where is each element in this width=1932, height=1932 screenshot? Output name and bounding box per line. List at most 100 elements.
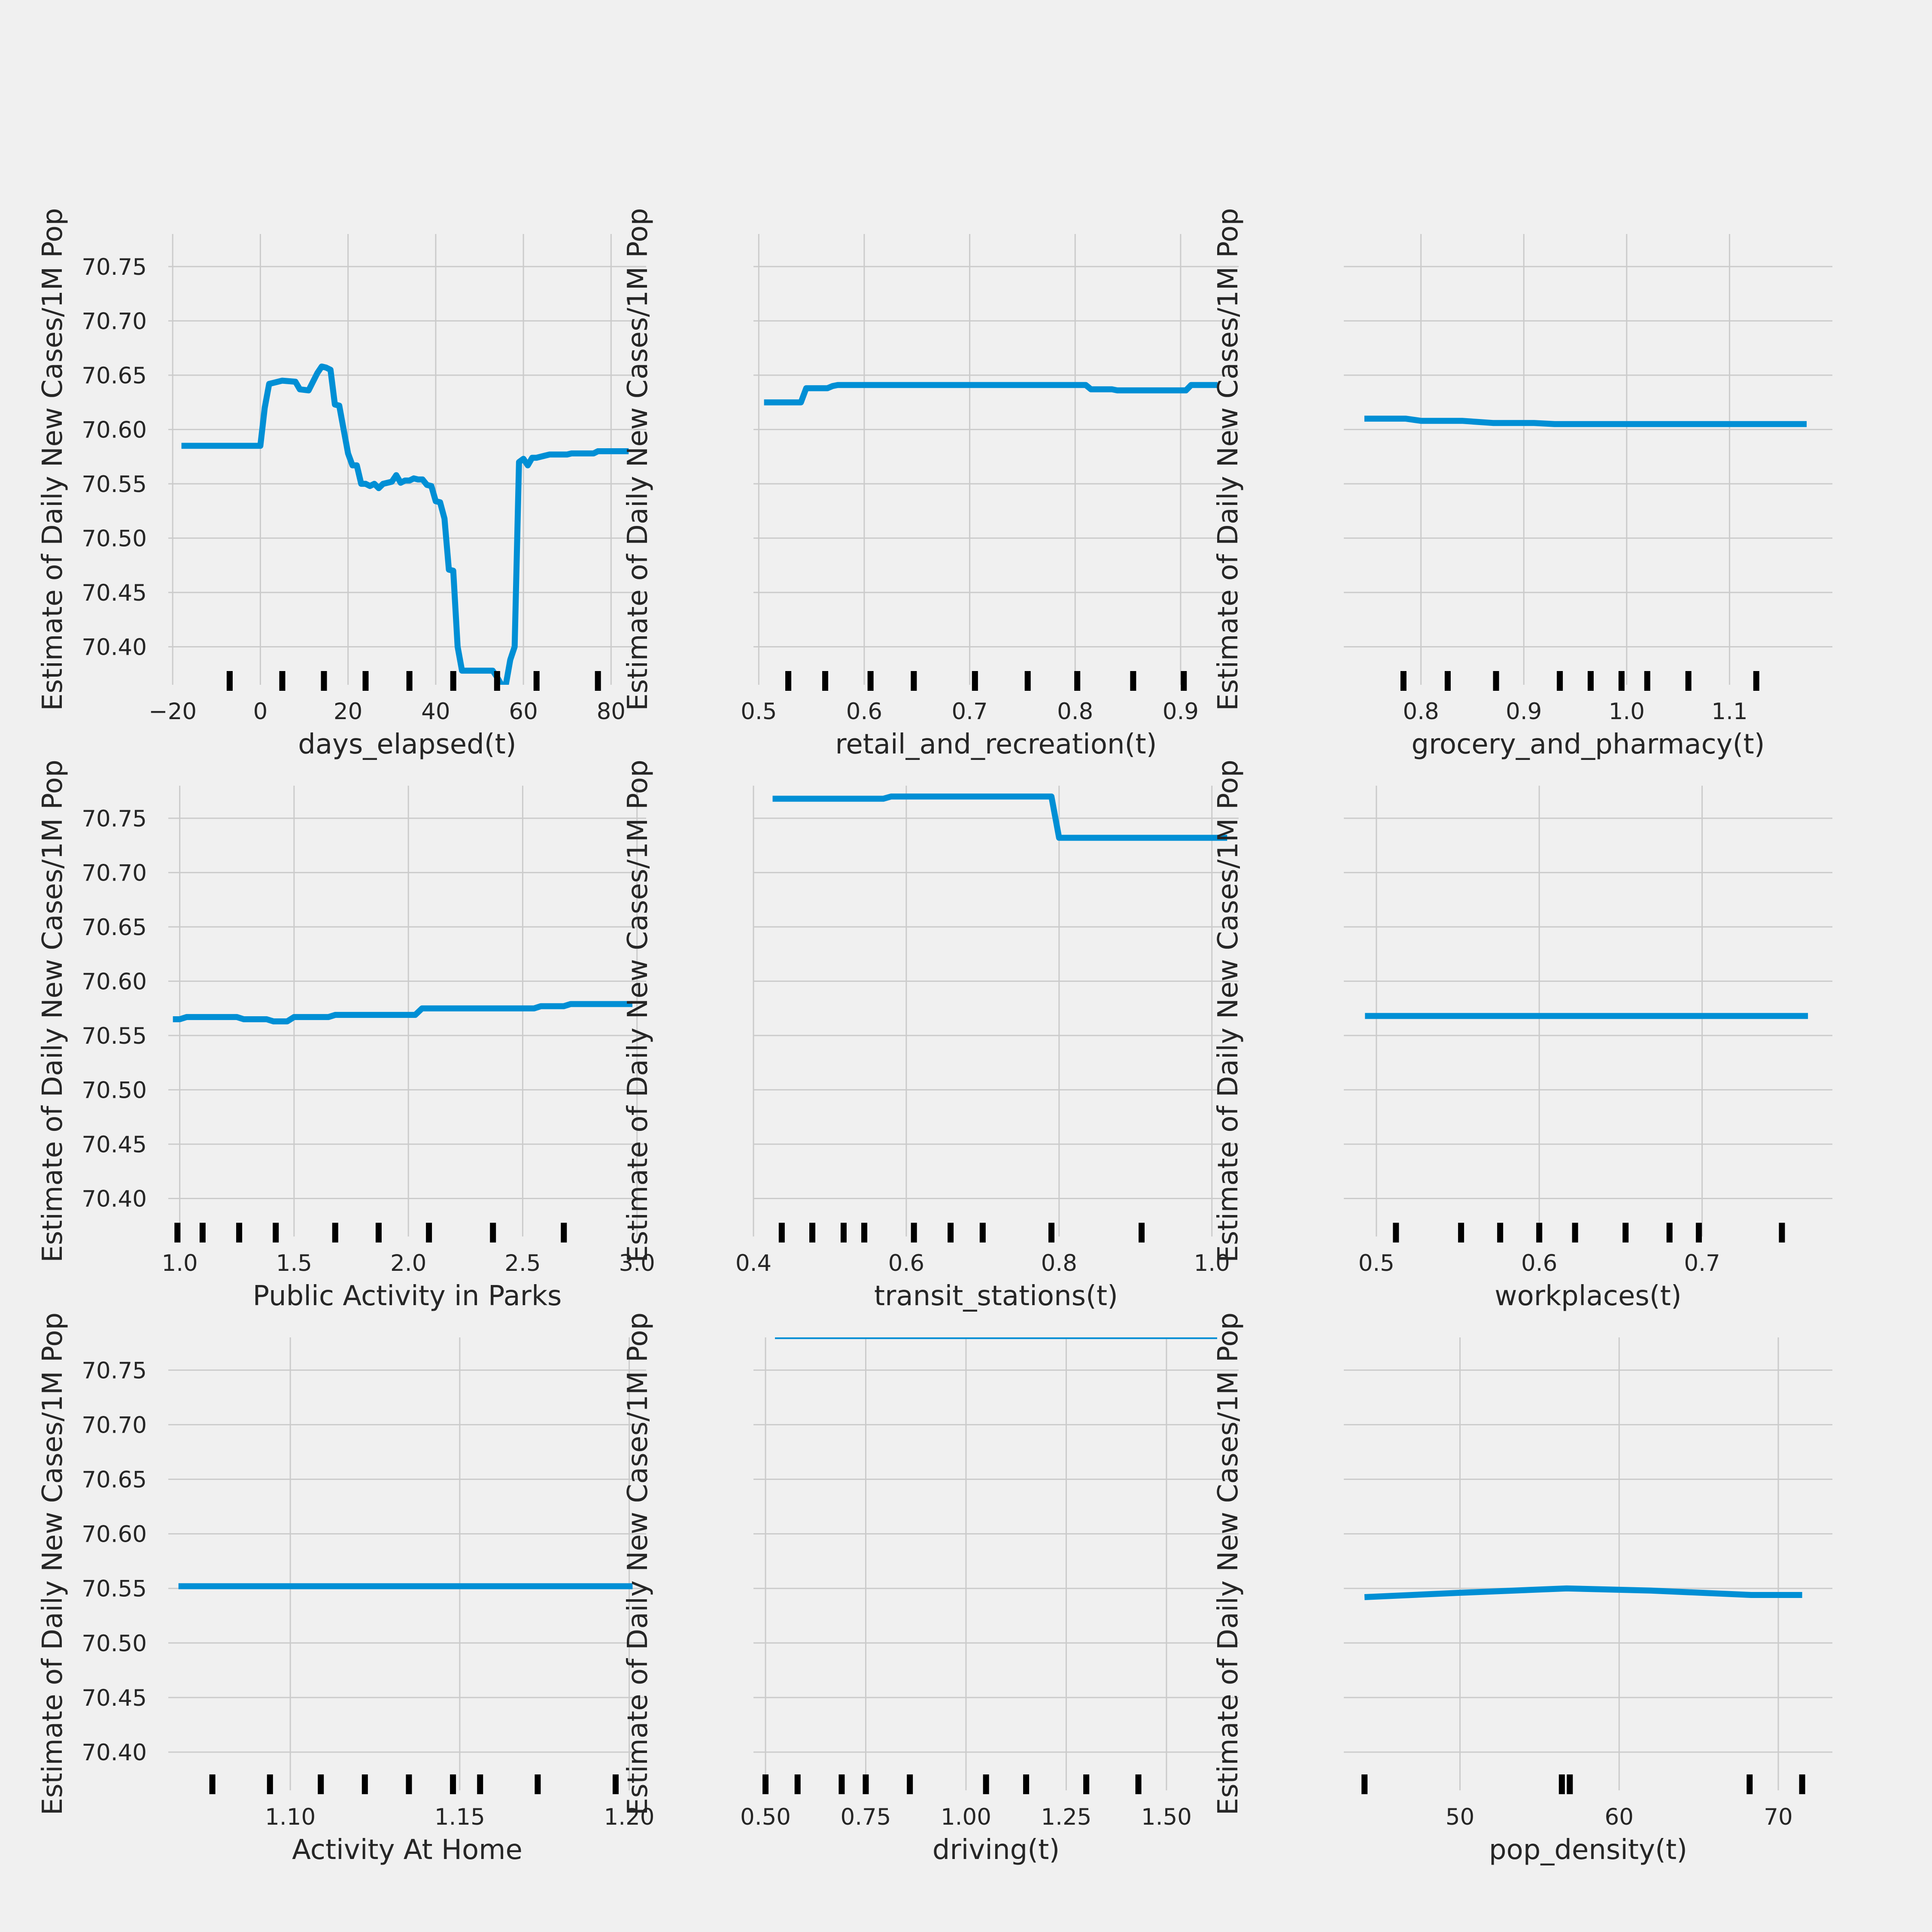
rug-tick: [911, 1223, 917, 1242]
partial-dependence-line: [1364, 1585, 1802, 1600]
partial-dependence-line: [764, 382, 1218, 406]
rug-tick: [321, 671, 327, 691]
x-tick-label: 0.8: [1041, 1250, 1077, 1276]
y-tick-label: 70.65: [82, 1467, 147, 1493]
y-tick-label: 70.50: [82, 1631, 147, 1657]
partial-dependence-line: [1364, 416, 1807, 427]
x-tick-label: −20: [149, 699, 197, 725]
x-tick-label: 0.9: [1163, 699, 1199, 725]
x-tick-label: 1.1: [1711, 699, 1747, 725]
y-tick-label: 70.55: [82, 1023, 147, 1049]
y-tick-label: 70.60: [82, 969, 147, 995]
rug-tick: [1181, 671, 1187, 691]
rug-tick: [1799, 1774, 1805, 1794]
y-axis-label: Estimate of Daily New Cases/1M Pop: [1212, 759, 1244, 1262]
x-tick-label: 0.7: [1684, 1250, 1720, 1276]
rug-tick: [226, 671, 233, 691]
rug-tick: [174, 1223, 181, 1242]
rug-tick: [762, 1774, 769, 1794]
rug-tick: [1024, 671, 1031, 691]
rug-tick: [861, 1223, 868, 1242]
x-tick-label: 60: [509, 699, 538, 725]
rug-tick: [332, 1223, 338, 1242]
rug-tick: [1567, 1774, 1573, 1794]
y-tick-label: 70.45: [82, 1132, 147, 1158]
subplot-7: 70.40 70.45 70.50 70.55 70.60 70.65 70.70 70.75…: [37, 1312, 655, 1866]
y-tick-label: 70.75: [82, 806, 147, 832]
y-tick-label: 70.45: [82, 580, 147, 606]
y-tick-label: 70.65: [82, 914, 147, 941]
y-axis-label: Estimate of Daily New Cases/1M Pop: [37, 759, 69, 1262]
rug-tick: [535, 1774, 541, 1794]
x-tick-label: 1.20: [604, 1804, 655, 1830]
rug-tick: [1587, 671, 1594, 691]
rug-tick: [450, 671, 456, 691]
y-tick-label: 70.55: [82, 1576, 147, 1602]
rug-tick: [1618, 671, 1625, 691]
y-axis-label: Estimate of Daily New Cases/1M Pop: [37, 208, 69, 711]
y-tick-label: 70.50: [82, 1077, 147, 1103]
rug-tick: [1048, 1223, 1055, 1242]
partial-dependence-line: [181, 363, 629, 685]
rug-tick: [375, 1223, 382, 1242]
y-axis-label: Estimate of Daily New Cases/1M Pop: [622, 1312, 654, 1815]
rug-tick: [1666, 1223, 1673, 1242]
x-tick-label: 3.0: [619, 1250, 655, 1276]
y-tick-label: 70.70: [82, 860, 147, 886]
rug-tick: [318, 1774, 324, 1794]
x-axis-label: workplaces(t): [1495, 1280, 1681, 1312]
rug-tick: [236, 1223, 243, 1242]
rug-tick: [199, 1223, 206, 1242]
rug-tick: [979, 1223, 986, 1242]
x-tick-label: 0.8: [1057, 699, 1093, 725]
x-tick-label: 0.6: [846, 699, 882, 725]
x-axis-label: driving(t): [933, 1834, 1060, 1866]
rug-tick: [867, 671, 874, 691]
rug-tick: [1361, 1774, 1368, 1794]
rug-tick: [911, 671, 917, 691]
subplot-1: 70.40 70.45 70.50 70.55 70.60 70.65 70.70 70.75…: [37, 208, 646, 760]
rug-tick: [907, 1774, 913, 1794]
x-axis-label: Public Activity in Parks: [253, 1280, 562, 1312]
y-tick-label: 70.40: [82, 1740, 147, 1766]
x-tick-label: 2.5: [504, 1250, 541, 1276]
rug-tick: [1083, 1774, 1090, 1794]
x-tick-label: 40: [421, 699, 450, 725]
rug-tick: [1130, 671, 1136, 691]
rug-tick: [840, 1223, 847, 1242]
subplot-4: 70.40 70.45 70.50 70.55 70.60 70.65 70.70 70.75…: [37, 759, 655, 1312]
rug-tick: [1644, 671, 1650, 691]
rug-tick: [863, 1774, 869, 1794]
y-tick-label: 70.45: [82, 1685, 147, 1711]
y-tick-label: 70.70: [82, 308, 147, 334]
rug-tick: [612, 1774, 619, 1794]
x-tick-label: 1.0: [1194, 1250, 1230, 1276]
x-tick-label: 0.5: [1358, 1250, 1394, 1276]
partial-dependence-line: [173, 1001, 632, 1024]
y-axis-label: Estimate of Daily New Cases/1M Pop: [622, 759, 654, 1262]
y-tick-label: 70.60: [82, 417, 147, 443]
rug-tick: [1558, 1774, 1565, 1794]
rug-tick: [273, 1223, 279, 1242]
x-tick-label: 80: [597, 699, 626, 725]
rug-tick: [1074, 671, 1081, 691]
rug-tick: [1497, 1223, 1504, 1242]
rug-tick: [1622, 1223, 1629, 1242]
x-tick-label: 0.7: [951, 699, 987, 725]
x-axis-label: pop_density(t): [1489, 1834, 1687, 1866]
rug-tick: [1779, 1223, 1785, 1242]
x-tick-label: 1.00: [941, 1804, 991, 1830]
subplot-3: 0.8 0.9 1.0 1.1 grocery_and_pharmacy(t) Estim…: [1212, 208, 1832, 760]
rug-tick: [1444, 671, 1451, 691]
y-axis-label: Estimate of Daily New Cases/1M Pop: [622, 208, 654, 711]
rug-tick: [450, 1774, 456, 1794]
rug-tick: [426, 1223, 432, 1242]
y-tick-label: 70.40: [82, 1186, 147, 1212]
x-tick-label: 70: [1764, 1804, 1792, 1830]
x-tick-label: 0.9: [1506, 699, 1542, 725]
x-axis-label: transit_stations(t): [874, 1280, 1118, 1312]
rug-tick: [1572, 1223, 1578, 1242]
x-axis-label: grocery_and_pharmacy(t): [1411, 729, 1765, 760]
